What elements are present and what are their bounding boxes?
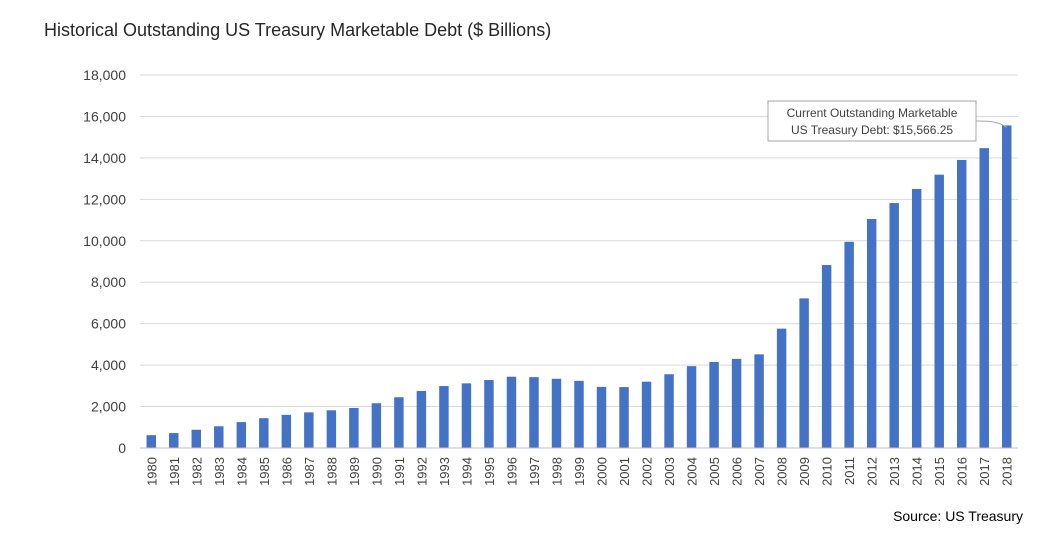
- source-note: Source: US Treasury: [893, 508, 1023, 524]
- bar-2007: [754, 354, 764, 448]
- x-tick-label: 2000: [595, 457, 610, 486]
- callout-leader-line: [975, 120, 1008, 128]
- x-tick-label: 1995: [482, 457, 497, 486]
- x-tick-label: 2004: [685, 457, 700, 486]
- y-axis-ticks: 0 2,000 4,000 6,000 8,000 10,000 12,000 14,000 1…: [83, 67, 126, 456]
- x-tick-label: 1997: [527, 457, 542, 486]
- x-tick-label: 1988: [324, 457, 339, 486]
- bar-1999: [574, 380, 584, 448]
- bar-2006: [731, 358, 742, 448]
- bar-1996: [506, 376, 517, 448]
- bar-2012: [866, 219, 877, 448]
- bar-1994: [461, 383, 472, 448]
- bars: [146, 125, 1012, 448]
- callout-line-1: Current Outstanding Marketable: [787, 106, 958, 120]
- bar-1985: [259, 418, 269, 448]
- x-tick-label: 2007: [752, 457, 767, 486]
- bar-1991: [394, 397, 404, 448]
- x-tick-label: 2009: [797, 457, 812, 486]
- bar-1990: [371, 403, 382, 448]
- callout-line-2: US Treasury Debt: $15,566.25: [791, 123, 953, 137]
- y-tick-label: 12,000: [83, 191, 126, 207]
- x-tick-label: 1983: [212, 457, 227, 486]
- x-tick-label: 1994: [459, 457, 474, 486]
- y-tick-label: 8,000: [91, 274, 126, 290]
- bar-1987: [304, 412, 314, 448]
- bar-2016: [956, 159, 967, 448]
- y-tick-label: 6,000: [91, 316, 126, 332]
- bar-2008: [776, 328, 787, 448]
- x-tick-label: 1998: [549, 457, 564, 486]
- bar-2000: [596, 386, 607, 448]
- x-tick-label: 1990: [369, 457, 384, 486]
- bar-1980: [146, 435, 156, 448]
- x-tick-label: 2015: [932, 457, 947, 486]
- bar-1988: [326, 410, 337, 448]
- x-tick-label: 2003: [662, 457, 677, 486]
- y-tick-label: 0: [118, 440, 126, 456]
- y-tick-label: 18,000: [83, 67, 126, 83]
- bar-2010: [821, 265, 832, 448]
- x-axis-ticks: 1980 1981 1982 1983 1984 1985 1986 1987 1988 1989…: [144, 457, 1014, 486]
- bar-2002: [641, 381, 652, 448]
- x-tick-label: 2014: [910, 457, 925, 486]
- bar-2001: [619, 387, 629, 448]
- x-tick-label: 2016: [955, 457, 970, 486]
- x-tick-label: 1986: [279, 457, 294, 486]
- x-tick-label: 2010: [820, 457, 835, 486]
- y-tick-label: 10,000: [83, 233, 126, 249]
- x-tick-label: 1982: [189, 457, 204, 486]
- bar-2009: [799, 298, 809, 448]
- x-tick-label: 2001: [617, 457, 632, 486]
- bar-1995: [484, 380, 494, 448]
- x-tick-label: 1985: [257, 457, 272, 486]
- x-tick-label: 1981: [167, 457, 182, 486]
- x-tick-label: 2005: [707, 457, 722, 486]
- x-tick-label: 1992: [414, 457, 429, 486]
- bar-1984: [236, 422, 247, 448]
- bar-1981: [169, 433, 179, 448]
- x-tick-label: 1989: [347, 457, 362, 486]
- y-tick-label: 4,000: [91, 357, 126, 373]
- x-tick-label: 2002: [640, 457, 655, 486]
- callout-box: [767, 100, 977, 142]
- bar-2005: [709, 362, 719, 448]
- bar-2013: [889, 203, 899, 448]
- y-tick-label: 16,000: [83, 108, 126, 124]
- x-tick-label: 1987: [302, 457, 317, 486]
- bar-1997: [529, 377, 539, 448]
- x-tick-label: 2017: [977, 457, 992, 486]
- y-tick-label: 2,000: [91, 399, 126, 415]
- bar-2003: [664, 374, 674, 448]
- x-tick-label: 1984: [234, 457, 249, 486]
- bar-2017: [979, 148, 989, 448]
- bar-2015: [934, 174, 944, 448]
- bar-2014: [911, 188, 922, 448]
- chart-title: Historical Outstanding US Treasury Marke…: [44, 20, 552, 40]
- bar-1983: [214, 426, 224, 448]
- callout-annotation: Current Outstanding Marketable US Treasu…: [767, 100, 1008, 142]
- x-tick-label: 1993: [437, 457, 452, 486]
- x-tick-label: 2011: [842, 457, 857, 485]
- y-tick-label: 14,000: [83, 150, 126, 166]
- x-tick-label: 1980: [144, 457, 159, 486]
- x-tick-label: 1996: [504, 457, 519, 486]
- bar-1993: [439, 386, 449, 448]
- bar-1982: [191, 429, 202, 448]
- bar-2018: [1002, 125, 1012, 448]
- x-tick-label: 1991: [392, 457, 407, 486]
- x-tick-label: 2006: [730, 457, 745, 486]
- x-tick-label: 2012: [865, 457, 880, 486]
- x-tick-label: 2008: [775, 457, 790, 486]
- bar-1998: [551, 378, 562, 448]
- bar-1992: [416, 391, 427, 448]
- bar-1989: [349, 408, 359, 448]
- bar-1986: [281, 414, 292, 448]
- bar-2004: [686, 366, 697, 448]
- bar-2011: [844, 241, 854, 448]
- x-tick-label: 1999: [572, 457, 587, 486]
- x-tick-label: 2018: [1000, 457, 1015, 486]
- x-tick-label: 2013: [887, 457, 902, 486]
